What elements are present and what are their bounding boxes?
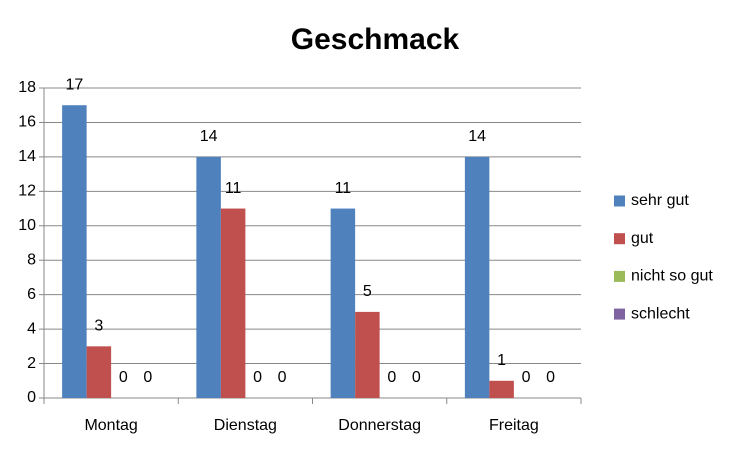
data-label: 0: [278, 369, 287, 386]
bar: [62, 105, 87, 398]
legend-swatch: [614, 233, 625, 245]
data-label: 0: [387, 369, 396, 386]
y-tick-label: 0: [27, 389, 36, 406]
legend-label: sehr gut: [631, 192, 689, 209]
legend-swatch: [614, 270, 625, 282]
x-tick-label: Freitag: [489, 417, 539, 434]
y-tick-label: 18: [18, 79, 36, 96]
bar: [355, 311, 380, 398]
legend-label: schlecht: [631, 305, 690, 322]
data-label: 0: [412, 369, 421, 386]
data-label: 14: [468, 128, 486, 145]
x-tick-label: Montag: [84, 417, 137, 434]
data-label: 17: [65, 76, 83, 93]
data-label: 11: [335, 180, 352, 197]
chart-title: Geschmack: [291, 23, 460, 56]
legend-swatch: [614, 195, 625, 207]
y-tick-label: 16: [18, 114, 36, 131]
data-label: 5: [363, 283, 372, 300]
y-tick-label: 4: [27, 320, 36, 337]
y-tick-label: 14: [18, 148, 36, 165]
legend-label: gut: [631, 230, 654, 247]
bar: [330, 208, 356, 398]
y-tick-label: 6: [27, 286, 36, 303]
y-tick-label: 8: [27, 251, 36, 268]
bar: [464, 156, 490, 398]
data-label: 11: [225, 180, 242, 197]
data-label: 3: [94, 318, 103, 335]
legend-label: nicht so gut: [631, 268, 713, 285]
legend-swatch: [614, 308, 625, 320]
y-tick-label: 2: [27, 355, 36, 372]
data-label: 0: [119, 369, 128, 386]
x-tick-label: Donnerstag: [338, 417, 421, 434]
bar: [86, 346, 112, 398]
x-tick-label: Dienstag: [214, 417, 277, 434]
y-tick-label: 10: [18, 217, 36, 234]
data-label: 0: [522, 369, 531, 386]
data-label: 0: [546, 369, 555, 386]
bar: [196, 156, 221, 398]
data-label: 0: [253, 369, 262, 386]
data-label: 0: [143, 369, 152, 386]
bar: [489, 380, 514, 398]
data-label: 14: [200, 128, 218, 145]
data-label: 1: [497, 352, 506, 369]
y-tick-label: 12: [18, 183, 36, 200]
bar: [220, 208, 246, 398]
